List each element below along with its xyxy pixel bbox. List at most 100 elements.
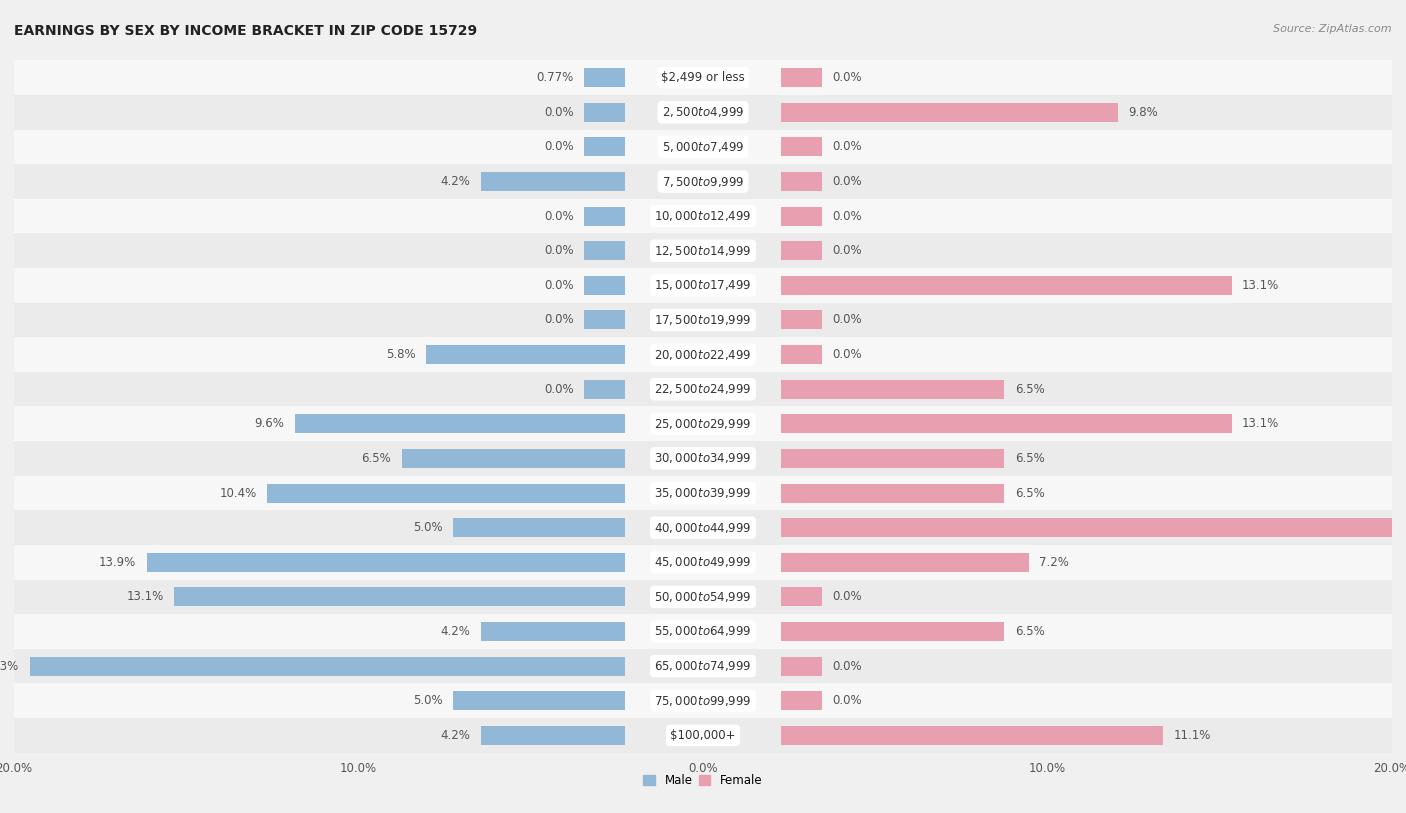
Text: 0.0%: 0.0% bbox=[832, 72, 862, 85]
Text: 0.0%: 0.0% bbox=[544, 279, 574, 292]
Bar bbox=[780, 137, 823, 156]
Bar bbox=[295, 415, 626, 433]
Bar bbox=[583, 241, 626, 260]
Bar bbox=[481, 622, 626, 641]
Text: $12,500 to $14,999: $12,500 to $14,999 bbox=[654, 244, 752, 258]
Text: $55,000 to $64,999: $55,000 to $64,999 bbox=[654, 624, 752, 638]
Bar bbox=[780, 657, 823, 676]
Bar bbox=[780, 68, 823, 87]
Bar bbox=[14, 406, 1392, 441]
Text: 7.2%: 7.2% bbox=[1039, 556, 1069, 569]
Text: $40,000 to $44,999: $40,000 to $44,999 bbox=[654, 520, 752, 535]
Text: 0.0%: 0.0% bbox=[832, 348, 862, 361]
Bar bbox=[14, 511, 1392, 545]
Bar bbox=[583, 207, 626, 226]
Bar bbox=[14, 302, 1392, 337]
Bar bbox=[14, 164, 1392, 199]
Bar bbox=[583, 137, 626, 156]
Text: 0.0%: 0.0% bbox=[832, 659, 862, 672]
Text: 13.1%: 13.1% bbox=[1241, 417, 1279, 430]
Text: 4.2%: 4.2% bbox=[440, 625, 471, 638]
Bar bbox=[14, 268, 1392, 302]
Bar bbox=[780, 345, 823, 364]
Bar bbox=[583, 380, 626, 398]
Text: 9.8%: 9.8% bbox=[1129, 106, 1159, 119]
Bar bbox=[780, 484, 1004, 502]
Text: $15,000 to $17,499: $15,000 to $17,499 bbox=[654, 278, 752, 293]
Text: 4.2%: 4.2% bbox=[440, 175, 471, 188]
Bar bbox=[14, 60, 1392, 95]
Text: $5,000 to $7,499: $5,000 to $7,499 bbox=[662, 140, 744, 154]
Bar bbox=[780, 276, 1232, 295]
Bar bbox=[780, 311, 823, 329]
Text: $10,000 to $12,499: $10,000 to $12,499 bbox=[654, 209, 752, 223]
Bar bbox=[481, 726, 626, 745]
Bar bbox=[174, 587, 626, 606]
Text: $30,000 to $34,999: $30,000 to $34,999 bbox=[654, 451, 752, 465]
Bar bbox=[780, 102, 1118, 122]
Bar bbox=[780, 241, 823, 260]
Text: 13.1%: 13.1% bbox=[127, 590, 165, 603]
Text: 0.0%: 0.0% bbox=[832, 175, 862, 188]
Bar bbox=[780, 691, 823, 711]
Text: 6.5%: 6.5% bbox=[1015, 486, 1045, 499]
Text: 0.0%: 0.0% bbox=[832, 694, 862, 707]
Bar bbox=[14, 129, 1392, 164]
Text: 0.0%: 0.0% bbox=[832, 314, 862, 327]
Text: 5.0%: 5.0% bbox=[413, 521, 443, 534]
Text: 6.5%: 6.5% bbox=[1015, 383, 1045, 396]
Bar bbox=[780, 449, 1004, 468]
Bar bbox=[481, 172, 626, 191]
Bar bbox=[14, 718, 1392, 753]
Bar bbox=[453, 518, 626, 537]
Bar bbox=[30, 657, 626, 676]
Bar bbox=[14, 545, 1392, 580]
Text: 10.4%: 10.4% bbox=[219, 486, 257, 499]
Text: 13.1%: 13.1% bbox=[1241, 279, 1279, 292]
Text: $35,000 to $39,999: $35,000 to $39,999 bbox=[654, 486, 752, 500]
Text: $65,000 to $74,999: $65,000 to $74,999 bbox=[654, 659, 752, 673]
Text: 0.0%: 0.0% bbox=[544, 383, 574, 396]
Text: 0.0%: 0.0% bbox=[832, 141, 862, 154]
Bar bbox=[14, 614, 1392, 649]
Text: 6.5%: 6.5% bbox=[1015, 452, 1045, 465]
Bar bbox=[14, 684, 1392, 718]
Bar bbox=[780, 207, 823, 226]
Bar bbox=[14, 476, 1392, 511]
Bar bbox=[780, 726, 1163, 745]
Text: $100,000+: $100,000+ bbox=[671, 728, 735, 741]
Text: 11.1%: 11.1% bbox=[1173, 728, 1211, 741]
Text: 0.0%: 0.0% bbox=[544, 141, 574, 154]
Text: 0.0%: 0.0% bbox=[544, 314, 574, 327]
Bar bbox=[780, 518, 1406, 537]
Bar bbox=[426, 345, 626, 364]
Bar bbox=[14, 199, 1392, 233]
Text: $20,000 to $22,499: $20,000 to $22,499 bbox=[654, 348, 752, 362]
Text: 0.0%: 0.0% bbox=[832, 210, 862, 223]
Bar bbox=[14, 649, 1392, 684]
Text: $17,500 to $19,999: $17,500 to $19,999 bbox=[654, 313, 752, 327]
Bar bbox=[583, 68, 626, 87]
Text: 17.3%: 17.3% bbox=[0, 659, 20, 672]
Bar bbox=[453, 691, 626, 711]
Text: 6.5%: 6.5% bbox=[1015, 625, 1045, 638]
Bar bbox=[780, 587, 823, 606]
Text: $2,499 or less: $2,499 or less bbox=[661, 72, 745, 85]
Text: 9.6%: 9.6% bbox=[254, 417, 284, 430]
Text: 0.0%: 0.0% bbox=[544, 210, 574, 223]
Bar bbox=[14, 337, 1392, 372]
Text: $45,000 to $49,999: $45,000 to $49,999 bbox=[654, 555, 752, 569]
Bar bbox=[780, 622, 1004, 641]
Bar bbox=[780, 553, 1029, 572]
Bar bbox=[14, 233, 1392, 268]
Bar bbox=[14, 95, 1392, 129]
Text: 4.2%: 4.2% bbox=[440, 728, 471, 741]
Bar bbox=[780, 415, 1232, 433]
Text: $2,500 to $4,999: $2,500 to $4,999 bbox=[662, 106, 744, 120]
Legend: Male, Female: Male, Female bbox=[638, 770, 768, 792]
Bar bbox=[14, 441, 1392, 476]
Text: 0.0%: 0.0% bbox=[832, 244, 862, 257]
Text: 6.5%: 6.5% bbox=[361, 452, 391, 465]
Text: 5.0%: 5.0% bbox=[413, 694, 443, 707]
Text: 5.8%: 5.8% bbox=[385, 348, 415, 361]
